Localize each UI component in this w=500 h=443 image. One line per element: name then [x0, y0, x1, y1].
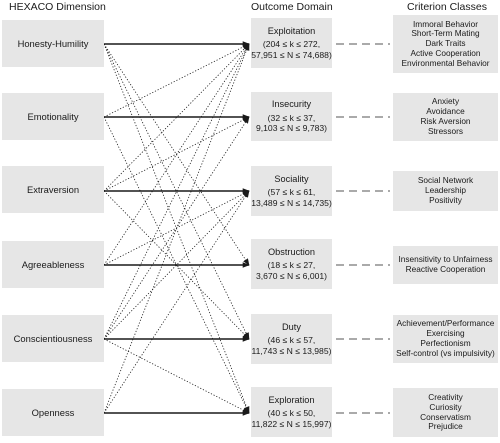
hexaco-box-openness: Openness: [2, 389, 104, 436]
outcome-title: Insecurity: [272, 99, 311, 110]
dotted-link-5-2: [104, 191, 249, 413]
criterion-box-sociality: Social Network Leadership Positivity: [393, 171, 498, 211]
outcome-box-duty: Duty (46 ≤ k ≤ 57, 11,743 ≤ N ≤ 13,985): [251, 314, 332, 364]
outcome-box-obstruction: Obstruction (18 ≤ k ≤ 27, 3,670 ≤ N ≤ 6,…: [251, 239, 332, 289]
outcome-title: Duty: [282, 322, 301, 333]
outcome-k-range: (32 ≤ k ≤ 37,: [268, 113, 316, 123]
criterion-item: Positivity: [429, 196, 462, 206]
hexaco-box-conscientiousness: Conscientiousness: [2, 315, 104, 362]
criterion-item: Reactive Cooperation: [406, 265, 486, 275]
outcome-title: Sociality: [274, 174, 308, 185]
hexaco-box-agreeableness: Agreeableness: [2, 241, 104, 288]
criterion-item: Stressors: [428, 127, 463, 137]
outcome-n-range: 11,822 ≤ N ≤ 15,997): [252, 419, 332, 429]
outcome-n-range: 57,951 ≤ N ≤ 74,688): [251, 50, 332, 60]
connection-lines: [104, 44, 249, 413]
outcome-box-exploration: Exploration (40 ≤ k ≤ 50, 11,822 ≤ N ≤ 1…: [251, 387, 332, 437]
outcome-n-range: 13,489 ≤ N ≤ 14,735): [251, 198, 332, 208]
criterion-box-obstruction: Insensitivity to Unfairness Reactive Coo…: [393, 246, 498, 284]
hexaco-column-header: HEXACO Dimension: [9, 1, 106, 13]
outcome-n-range: 3,670 ≤ N ≤ 6,001): [256, 271, 327, 281]
outcome-k-range: (18 ≤ k ≤ 27,: [268, 260, 316, 270]
hexaco-box-honesty-humility: Honesty-Humility: [2, 20, 104, 67]
dotted-link-1-0: [104, 44, 249, 117]
criterion-item: Self-control (vs impulsivity): [396, 349, 495, 359]
outcome-k-range: (46 ≤ k ≤ 57,: [268, 335, 316, 345]
dotted-link-4-5: [104, 339, 249, 413]
criterion-box-exploitation: Immoral Behavior Short-Term Mating Dark …: [393, 15, 498, 73]
outcome-criterion-dashes: [336, 44, 390, 413]
criterion-box-insecurity: Anxiety Avoidance Risk Aversion Stressor…: [393, 93, 498, 141]
outcome-title: Exploration: [269, 395, 315, 406]
criterion-item: Environmental Behavior: [401, 59, 489, 69]
outcome-box-exploitation: Exploitation (204 ≤ k ≤ 272, 57,951 ≤ N …: [251, 18, 332, 68]
hexaco-box-emotionality: Emotionality: [2, 93, 104, 140]
outcome-box-insecurity: Insecurity (32 ≤ k ≤ 37, 9,103 ≤ N ≤ 9,7…: [251, 92, 332, 141]
outcome-n-range: 11,743 ≤ N ≤ 13,985): [252, 346, 332, 356]
criterion-box-duty: Achievement/Performance Exercising Perfe…: [393, 315, 498, 363]
criterion-box-exploration: Creativity Curiosity Conservatism Prejud…: [393, 388, 498, 437]
outcome-k-range: (204 ≤ k ≤ 272,: [263, 39, 320, 49]
outcome-title: Obstruction: [268, 247, 315, 258]
outcome-column-header: Outcome Domain: [251, 1, 333, 13]
criterion-column-header: Criterion Classes: [407, 1, 487, 13]
outcome-box-sociality: Sociality (57 ≤ k ≤ 61, 13,489 ≤ N ≤ 14,…: [251, 166, 332, 216]
outcome-title: Exploitation: [268, 26, 316, 37]
outcome-k-range: (57 ≤ k ≤ 61,: [268, 187, 316, 197]
criterion-item: Prejudice: [428, 422, 463, 432]
outcome-n-range: 9,103 ≤ N ≤ 9,783): [256, 123, 327, 133]
hexaco-box-extraversion: Extraversion: [2, 166, 104, 213]
outcome-k-range: (40 ≤ k ≤ 50,: [268, 408, 316, 418]
